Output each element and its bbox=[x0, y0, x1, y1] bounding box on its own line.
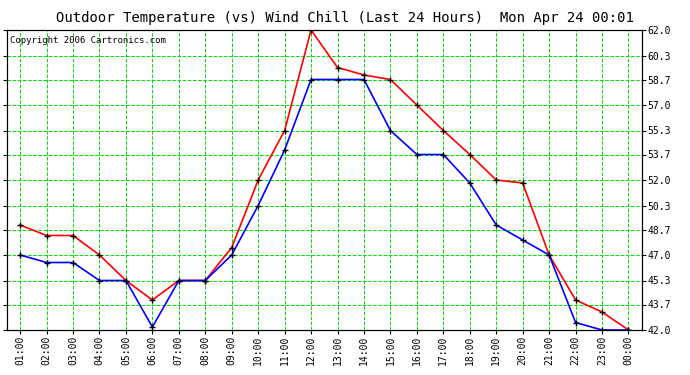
Text: Outdoor Temperature (vs) Wind Chill (Last 24 Hours)  Mon Apr 24 00:01: Outdoor Temperature (vs) Wind Chill (Las… bbox=[56, 11, 634, 25]
Text: Copyright 2006 Cartronics.com: Copyright 2006 Cartronics.com bbox=[10, 36, 166, 45]
